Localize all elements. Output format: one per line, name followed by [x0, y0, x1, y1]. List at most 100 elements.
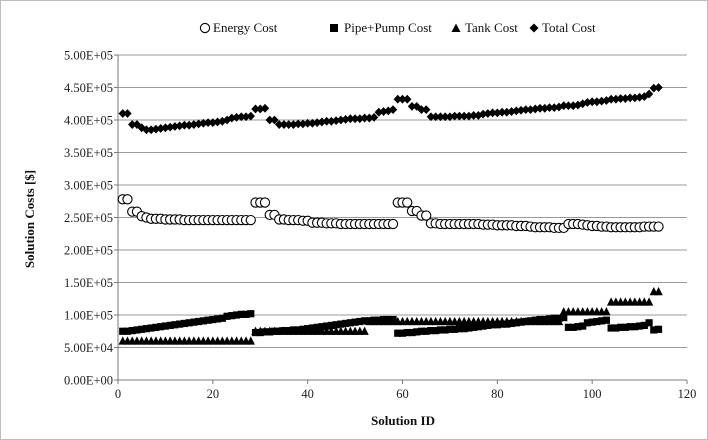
pipe-pump-cost-point — [247, 310, 255, 318]
pipe-pump-cost-point — [185, 319, 193, 327]
pipe-pump-cost-point — [474, 323, 482, 331]
pipe-pump-cost-point — [650, 326, 658, 334]
total-cost-point — [455, 111, 464, 121]
total-cost-point — [569, 101, 578, 111]
y-tick-label: 5.00E+05 — [64, 49, 113, 63]
tank-cost-point — [554, 316, 564, 326]
axes — [114, 54, 688, 384]
total-cost-point — [550, 103, 559, 113]
pipe-pump-cost-point — [631, 323, 639, 331]
pipe-pump-cost-point — [138, 325, 146, 333]
legend-marker-square — [330, 24, 338, 32]
pipe-pump-cost-point — [465, 324, 473, 332]
pipe-pump-cost-point — [408, 328, 416, 337]
total-cost-point — [270, 115, 279, 125]
total-cost-point — [407, 101, 417, 111]
total-cost-point — [384, 106, 393, 116]
legend: Energy Cost Pipe+Pump Cost Tank Cost Tot… — [199, 20, 596, 35]
pipe-pump-cost-point — [460, 325, 468, 333]
total-cost-point — [488, 108, 497, 118]
total-cost-point — [175, 121, 184, 131]
total-cost-point — [640, 92, 649, 101]
pipe-pump-cost-point — [564, 323, 573, 331]
pipe-pump-cost-point — [360, 317, 369, 325]
energy-cost-point — [122, 194, 133, 205]
total-cost-point — [365, 113, 374, 123]
total-cost-point — [531, 104, 540, 114]
total-cost-point — [265, 115, 274, 125]
pipe-pump-cost-point — [237, 310, 245, 318]
total-cost-point — [644, 89, 654, 99]
pipe-pump-cost-point — [470, 323, 478, 331]
pipe-pump-cost-point — [147, 324, 155, 332]
pipe-pump-cost-point — [351, 318, 359, 326]
total-cost-point — [260, 103, 270, 113]
total-cost-point — [312, 118, 322, 127]
total-cost-point — [426, 112, 436, 122]
total-cost-point — [184, 120, 194, 130]
energy-cost-point — [653, 221, 664, 232]
total-cost-point — [464, 111, 474, 121]
total-cost-point — [459, 111, 469, 121]
total-cost-point — [587, 97, 597, 107]
pipe-pump-cost-point — [232, 311, 241, 319]
series-energy-cost — [117, 194, 664, 234]
pipe-pump-cost-point — [422, 327, 430, 335]
total-cost-point — [398, 94, 407, 104]
total-cost-point — [545, 103, 554, 113]
pipe-pump-cost-point — [612, 324, 620, 332]
y-tick-label: 1.50E+05 — [64, 276, 113, 290]
total-cost-point — [194, 119, 203, 129]
legend-marker-open-circle — [199, 22, 211, 34]
pipe-pump-cost-point — [323, 322, 331, 330]
pipe-pump-cost-point — [199, 317, 207, 325]
total-cost-point — [497, 107, 507, 117]
total-cost-point — [436, 112, 445, 122]
pipe-pump-cost-point — [403, 328, 411, 337]
x-axis-label: Solution ID — [371, 413, 435, 428]
pipe-pump-cost-point — [588, 318, 596, 326]
pipe-pump-cost-point — [337, 320, 345, 328]
tank-cost-point — [654, 287, 663, 296]
total-cost-point — [469, 111, 478, 120]
y-tick-label: 4.00E+05 — [64, 114, 113, 128]
y-tick-label: 1.00E+05 — [64, 309, 113, 323]
tank-cost-point — [360, 326, 369, 335]
legend-marker-diamond — [529, 23, 539, 33]
total-cost-point — [583, 98, 592, 107]
pipe-pump-cost-point — [432, 327, 440, 335]
y-tick-label: 4.50E+05 — [64, 81, 113, 95]
y-tick-label: 0.00E+00 — [64, 374, 113, 388]
total-cost-point — [327, 116, 336, 126]
pipe-pump-cost-point — [142, 325, 151, 333]
total-cost-point — [298, 119, 308, 129]
legend-item-energy-cost: Energy Cost — [199, 20, 278, 35]
legend-item-tank-cost: Tank Cost — [451, 20, 518, 35]
total-cost-point — [393, 94, 402, 104]
tank-cost-point — [246, 336, 255, 345]
total-cost-point — [431, 112, 440, 122]
x-tick-label: 100 — [583, 387, 602, 401]
pipe-pump-cost-point — [346, 319, 354, 327]
tank-cost-point — [602, 307, 611, 316]
x-tick-label: 60 — [396, 387, 409, 401]
pipe-pump-cost-point — [455, 325, 463, 333]
gridlines — [118, 54, 687, 348]
energy-cost-point — [402, 197, 413, 208]
total-cost-point — [554, 102, 564, 112]
pipe-pump-cost-point — [327, 321, 335, 329]
pipe-pump-cost-point — [635, 322, 644, 330]
pipe-pump-cost-point — [228, 312, 236, 320]
total-cost-point — [521, 105, 530, 114]
total-cost-point — [237, 112, 246, 122]
energy-cost-point — [245, 214, 256, 226]
total-cost-point — [246, 111, 255, 121]
y-axis-label: Solution Costs [$] — [22, 170, 37, 268]
x-tick-label: 0 — [115, 387, 121, 401]
total-cost-point — [350, 114, 360, 124]
pipe-pump-cost-point — [394, 329, 402, 337]
tank-cost-point — [644, 297, 654, 306]
x-tick-labels: 0 20 40 60 80 100 120 — [115, 387, 697, 401]
pipe-pump-cost-point — [640, 321, 648, 329]
pipe-pump-cost-point — [645, 319, 653, 327]
